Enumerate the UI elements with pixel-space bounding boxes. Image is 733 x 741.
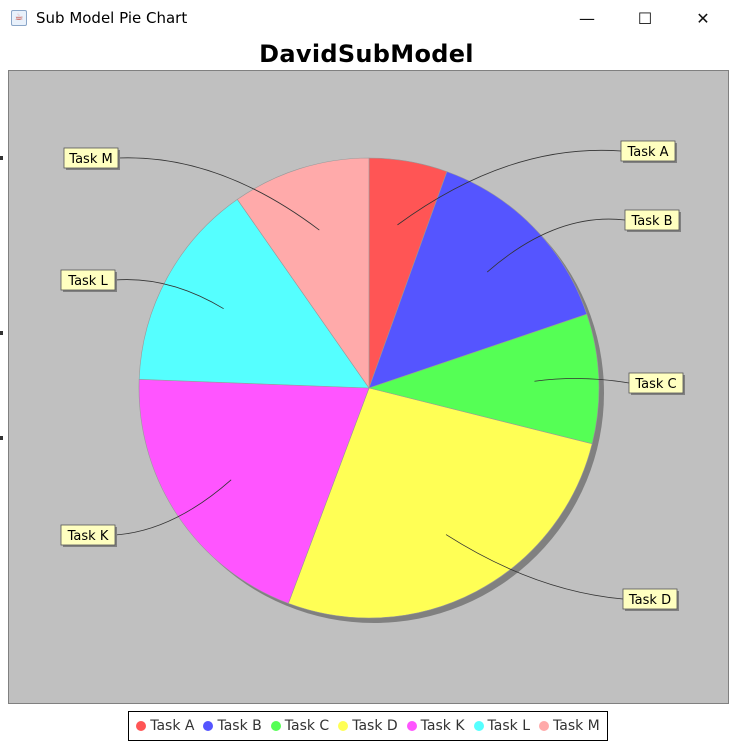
leader-line [114,479,232,536]
legend-item: Task L [473,718,530,734]
slice-label-box [624,209,680,231]
legend-swatch [406,721,417,731]
legend-item: Task K [406,718,465,734]
slice-label-box [622,588,678,610]
window-title: Sub Model Pie Chart [36,9,188,27]
maximize-button[interactable]: ☐ [637,9,653,28]
slice-label-box [60,524,116,546]
edge-artifact [0,436,3,440]
legend-label: Task K [420,718,465,734]
legend-swatch [338,721,349,731]
slice-label: Task B [630,214,672,229]
pie-slice-task-m[interactable] [236,157,370,389]
close-button[interactable]: ✕ [696,9,710,28]
window-titlebar: ☕ Sub Model Pie Chart — ☐ ✕ [0,0,733,38]
pie-slice-task-k[interactable] [138,379,370,604]
chart-title: DavidSubModel [259,40,474,68]
leader-line [445,534,624,600]
legend: Task A Task B Task C Task D Task K Task L Task… [128,711,608,741]
legend-swatch [539,721,549,731]
slice-label: Task D [628,593,671,608]
slice-label-box [63,147,119,169]
legend-label: Task A [150,718,195,734]
legend-swatch [473,721,484,731]
plot-area: Task A Task B Task C Task D Task K Task L Task… [8,70,729,704]
legend-item: Task C [270,718,330,734]
leader-line [117,157,320,231]
pie-slice-task-b[interactable] [368,171,588,389]
edge-artifact [0,331,3,335]
edge-artifact [0,156,3,160]
slice-label-box [60,269,116,291]
legend-label: Task D [352,718,398,734]
legend-item: Task D [338,718,398,734]
slice-label: Task K [67,529,109,544]
leader-line [397,149,622,226]
pie-slice-task-l[interactable] [138,198,370,389]
legend-label: Task C [284,718,330,734]
java-cup-icon: ☕ [11,10,27,26]
legend-item: Task A [136,718,194,734]
legend-swatch [136,721,147,731]
legend-swatch [203,721,214,731]
slice-label: Task C [634,377,676,392]
slice-label-box [620,140,676,162]
legend-label: Task L [487,718,530,734]
slice-label: Task M [68,152,112,167]
leader-line [486,218,626,273]
slice-label-box [628,372,684,394]
legend-item: Task M [539,718,600,734]
legend-label: Task M [553,718,600,734]
legend-label: Task B [217,718,262,734]
slice-label: Task A [626,145,668,160]
leader-line [114,279,224,310]
legend-swatch [270,721,281,731]
leader-line [534,378,630,384]
pie-chart: Task A Task B Task C Task D Task K Task L Task… [60,140,685,623]
slice-label: Task L [67,274,108,289]
pie-slice-task-c[interactable] [367,313,600,445]
minimize-button[interactable]: — [579,9,595,28]
legend-item: Task B [203,718,262,734]
pie-slice-task-d[interactable] [287,387,593,619]
